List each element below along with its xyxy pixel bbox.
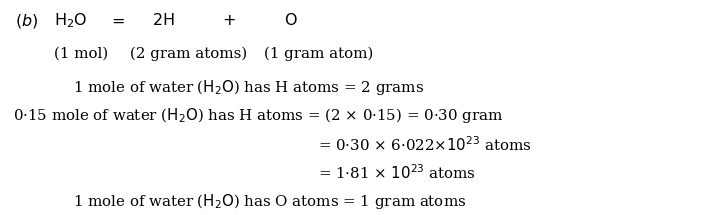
Text: $=$: $=$ — [108, 12, 125, 29]
Text: 1 mole of water ($\mathrm{H_2O}$) has O atoms = 1 gram atoms: 1 mole of water ($\mathrm{H_2O}$) has O … — [73, 192, 466, 211]
Text: (2 gram atoms): (2 gram atoms) — [130, 46, 247, 61]
Text: $+$: $+$ — [222, 12, 236, 29]
Text: $\mathrm{2H}$: $\mathrm{2H}$ — [152, 12, 175, 29]
Text: = 0·30 × 6·022×$10^{23}$ atoms: = 0·30 × 6·022×$10^{23}$ atoms — [318, 135, 531, 154]
Text: 1 mole of water ($\mathrm{H_2O}$) has H atoms = 2 grams: 1 mole of water ($\mathrm{H_2O}$) has H … — [73, 78, 424, 97]
Text: $\mathrm{O}$: $\mathrm{O}$ — [284, 12, 298, 29]
Text: (1 mol): (1 mol) — [54, 46, 108, 60]
Text: (1 gram atom): (1 gram atom) — [265, 46, 374, 61]
Text: $\mathrm{H_2O}$: $\mathrm{H_2O}$ — [54, 12, 87, 30]
Text: $\mathit{(b)}$: $\mathit{(b)}$ — [15, 12, 39, 30]
Text: = 1·81 × $10^{23}$ atoms: = 1·81 × $10^{23}$ atoms — [318, 164, 475, 183]
Text: 0·15 mole of water ($\mathrm{H_2O}$) has H atoms = (2 × 0·15) = 0·30 gram: 0·15 mole of water ($\mathrm{H_2O}$) has… — [13, 106, 503, 125]
